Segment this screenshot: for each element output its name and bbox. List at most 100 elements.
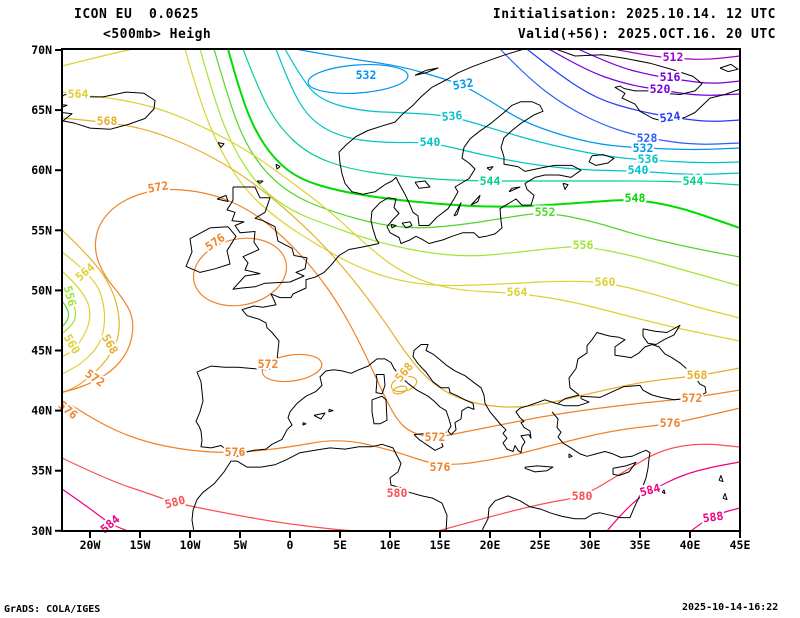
contour-568 <box>62 229 120 394</box>
contour-label-572: 572 <box>82 366 107 389</box>
contour-label-584: 584 <box>638 481 662 500</box>
contour-label-548: 548 <box>625 191 646 205</box>
lon-tick-label: 5W <box>233 538 247 552</box>
lat-tick-label: 45N <box>31 344 52 358</box>
contour-label-516: 516 <box>660 70 681 84</box>
coastline-sicily <box>413 431 447 451</box>
lon-tick-label: 20E <box>480 538 501 552</box>
coastline-kanin <box>719 63 739 73</box>
contour-label-572: 572 <box>682 391 703 405</box>
lon-tick-label: 15E <box>430 538 451 552</box>
contour-label-532: 532 <box>633 141 654 155</box>
contour-label-540: 540 <box>420 135 441 149</box>
contour-label-544: 544 <box>480 174 501 188</box>
contour-588 <box>690 507 740 531</box>
coastline-great-britain <box>226 186 308 290</box>
grads-credit: GrADS: COLA/IGES <box>4 604 101 615</box>
lat-tick-label: 55N <box>31 223 52 237</box>
contour-label-560: 560 <box>595 275 616 289</box>
contour-568 <box>392 385 408 395</box>
contour-label-572: 572 <box>258 357 279 371</box>
contour-label-576: 576 <box>430 460 451 474</box>
lat-tick-label: 30N <box>31 524 52 538</box>
contour-564 <box>62 251 106 375</box>
coastline-oland <box>453 202 462 217</box>
contour-552 <box>213 49 740 258</box>
coastline-aland <box>486 166 494 171</box>
contour-556 <box>199 49 740 287</box>
coastline-lofoten <box>414 67 439 76</box>
coastline-lake-ladoga <box>588 154 615 166</box>
contour-572 <box>261 353 323 383</box>
lon-tick-label: 45E <box>730 538 751 552</box>
contour-512 <box>612 49 740 60</box>
coastline-lake-vanern <box>414 180 431 189</box>
lon-tick-label: 35E <box>630 538 651 552</box>
contour-552 <box>62 300 70 328</box>
contour-label-588: 588 <box>702 509 725 526</box>
coastline-sardinia <box>371 395 388 425</box>
lat-tick-label: 65N <box>31 103 52 117</box>
map-layers <box>62 49 740 531</box>
initialisation-time: Initialisation: 2025.10.14. 12 UTC <box>492 7 776 22</box>
contour-572 <box>62 188 740 438</box>
contour-576 <box>62 398 740 465</box>
coastline-maghreb <box>191 443 448 531</box>
contour-label-524: 524 <box>659 109 682 126</box>
coastline-ireland <box>185 226 237 273</box>
contour-560 <box>184 49 740 319</box>
contour-label-580: 580 <box>387 486 408 500</box>
lon-tick-label: 30E <box>580 538 601 552</box>
lon-tick-label: 25E <box>530 538 551 552</box>
contour-label-564: 564 <box>68 87 89 101</box>
render-timestamp: 2025-10-14-16:22 <box>682 602 779 613</box>
coastline-corsica <box>375 374 386 395</box>
contour-516 <box>577 49 740 84</box>
coastline-ibiza <box>302 422 307 426</box>
contour-532 <box>294 49 740 151</box>
contour-584 <box>62 488 129 531</box>
coastline-orkney <box>256 180 264 184</box>
contour-label-576: 576 <box>202 230 227 253</box>
contour-label-556: 556 <box>61 284 80 308</box>
lat-tick-label: 40N <box>31 404 52 418</box>
contour-label-512: 512 <box>663 50 684 64</box>
contour-label-528: 528 <box>637 131 658 145</box>
coastline-iceland <box>62 91 156 130</box>
lon-tick-label: 0 <box>287 538 294 552</box>
coastline-azov-sea <box>642 324 681 345</box>
contour-532 <box>307 64 409 94</box>
coastline-anatolia-levant-egypt <box>481 411 651 531</box>
coastline-crete <box>524 465 554 473</box>
contour-label-560: 560 <box>61 332 84 357</box>
lon-tick-label: 20W <box>80 538 101 552</box>
coastline-island-mark-3 <box>661 489 666 494</box>
contour-564 <box>62 91 740 342</box>
coastline-island-mark-2 <box>722 493 728 500</box>
contour-label-572: 572 <box>147 178 170 195</box>
contour-label-556: 556 <box>573 238 594 252</box>
contour-576 <box>192 237 288 307</box>
lat-tick-label: 50N <box>31 283 52 297</box>
contour-580 <box>437 443 740 531</box>
lat-tick-label: 60N <box>31 163 52 177</box>
valid-time: Valid(+56): 2025.OCT.16. 20 UTC <box>517 27 776 42</box>
lon-tick-label: 10W <box>180 538 201 552</box>
coastline-continent-west-med-blacksea <box>195 243 707 458</box>
contour-label-564: 564 <box>507 285 528 299</box>
contour-label-532: 532 <box>356 68 377 82</box>
contour-label-576: 576 <box>660 416 681 430</box>
coastline-hebrides <box>216 194 229 202</box>
lon-tick-label: 40E <box>680 538 701 552</box>
contour-label-568: 568 <box>687 368 708 382</box>
contour-label-532: 532 <box>452 75 475 92</box>
contour-556 <box>62 286 77 334</box>
coastline-rhodes <box>568 453 573 458</box>
contour-label-580: 580 <box>572 489 593 503</box>
contour-label-572: 572 <box>425 430 446 444</box>
contour-label-568: 568 <box>97 114 118 128</box>
contour-540 <box>275 49 740 175</box>
coastline-funen <box>390 223 397 229</box>
contour-label-520: 520 <box>650 82 671 96</box>
